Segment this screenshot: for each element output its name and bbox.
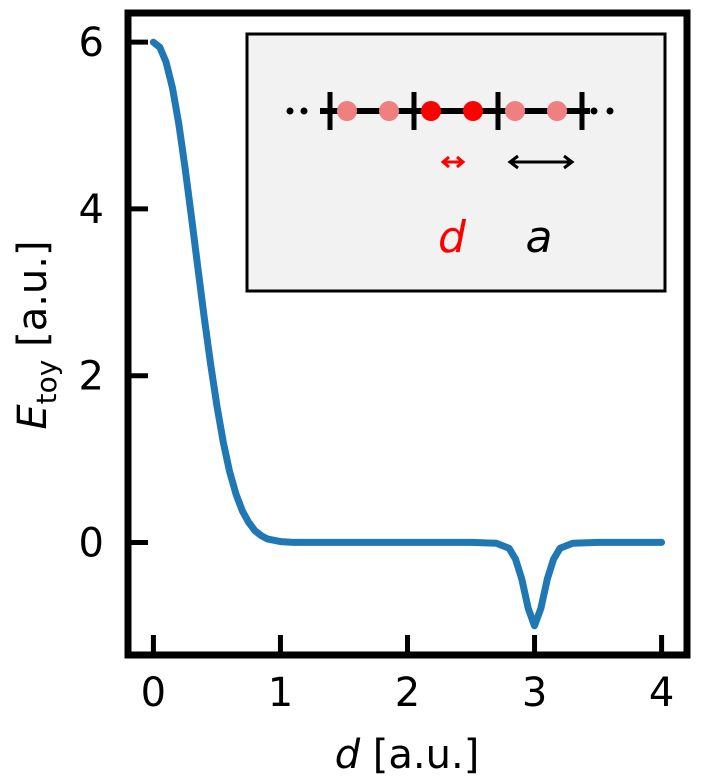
chain-dot	[286, 107, 294, 115]
y-axis-subscript: toy	[30, 360, 63, 405]
y-axis-variable: E	[10, 404, 56, 430]
inset-label-d: d	[438, 212, 467, 263]
atom	[337, 101, 357, 121]
a-arrow-heads	[507, 154, 575, 170]
y-tick-label: 2	[79, 354, 104, 400]
x-axis-unit: [a.u.]	[360, 732, 479, 778]
atom	[463, 101, 483, 121]
atom	[505, 101, 525, 121]
x-tick-label: 1	[268, 670, 293, 716]
y-tick-label: 0	[79, 520, 104, 566]
atom	[379, 101, 399, 121]
chain-dot	[300, 107, 308, 115]
x-tick-label: 4	[649, 670, 674, 716]
y-tick-label: 4	[79, 187, 104, 233]
atom	[421, 101, 441, 121]
x-axis-variable: d	[335, 732, 361, 778]
y-axis-label: Etoy [a.u.]	[10, 240, 63, 429]
chain-dot	[606, 107, 614, 115]
atom	[547, 101, 567, 121]
x-tick-label: 3	[522, 670, 547, 716]
x-axis-label: d [a.u.]	[335, 732, 480, 778]
y-tick-label: 6	[79, 20, 104, 66]
axes-layer	[124, 9, 691, 659]
curve-layer	[149, 38, 666, 630]
y-axis-unit: [a.u.]	[10, 240, 56, 359]
inset-label-a: a	[526, 212, 553, 263]
series-line-0	[149, 38, 666, 630]
x-tick-label: 0	[141, 670, 166, 716]
chain-dot	[590, 107, 598, 115]
d-arrow-heads	[440, 155, 466, 169]
x-tick-label: 2	[395, 670, 420, 716]
